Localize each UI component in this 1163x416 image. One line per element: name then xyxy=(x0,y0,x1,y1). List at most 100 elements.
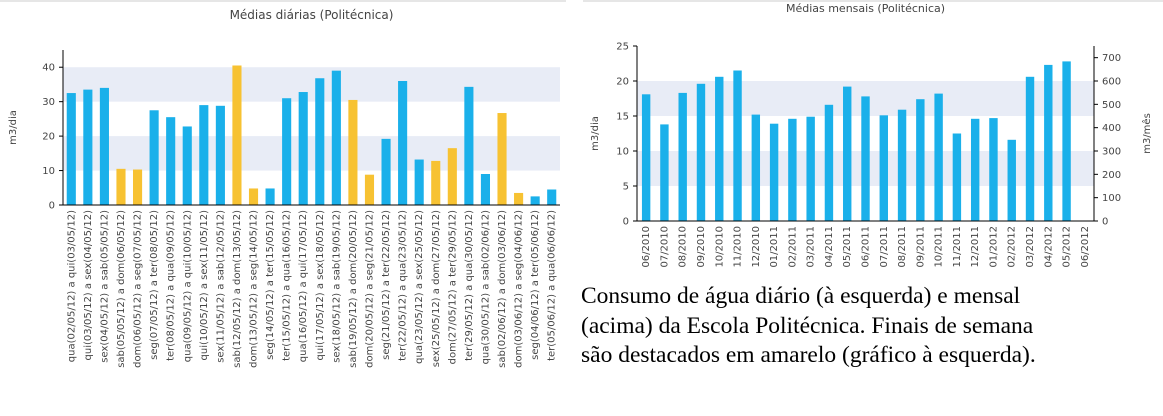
x-tick-label: 04/2011 xyxy=(824,226,835,268)
caption-line-2: (acima) da Escola Politécnica. Finais de… xyxy=(581,312,1034,339)
bar xyxy=(824,104,834,221)
x-tick-label: 03/2012 xyxy=(1025,226,1036,268)
bar xyxy=(265,188,275,205)
x-tick-label: 11/2010 xyxy=(733,226,744,268)
x-tick-label: 05/2011 xyxy=(842,226,853,268)
bar xyxy=(398,81,408,205)
grid-band xyxy=(63,67,560,102)
y-tick-label: 15 xyxy=(616,112,629,123)
bar xyxy=(806,116,815,221)
bar xyxy=(464,86,474,205)
x-tick-label: seg(07/05/12) a ter(08/05/12) xyxy=(149,210,160,360)
x-tick-label: sex(11/05/12) a sab(12/05/12) xyxy=(215,210,226,363)
x-tick-label: 06/2010 xyxy=(641,226,652,268)
x-tick-label: ter(08/05/12) a qua(09/05/12) xyxy=(166,210,177,361)
bar xyxy=(166,117,176,205)
y-tick-label: 25 xyxy=(616,42,629,53)
x-tick-label: sex(25/05/12) a dom(27/05/12) xyxy=(431,210,442,367)
bar xyxy=(952,133,962,221)
x-tick-label: 11/2011 xyxy=(952,226,963,268)
daily-chart: Médias diárias (Politécnica) qua(02/05/12… xyxy=(8,8,560,368)
y-tick-label: 0 xyxy=(49,201,55,212)
x-tick-label: 12/2011 xyxy=(970,226,981,268)
x-tick-label: seg(14/05/12) a ter(15/05/12) xyxy=(265,210,276,360)
x-tick-label: dom(06/05/12) a seg(07/05/12) xyxy=(133,210,144,368)
daily-chart-panel: Médias diárias (Politécnica) qua(02/05/12… xyxy=(0,0,570,412)
y-right-axis-label: m3/mês xyxy=(1141,113,1153,154)
x-tick-label: 06/2012 xyxy=(1080,226,1091,268)
top-rule-right xyxy=(583,0,1163,2)
bar xyxy=(99,87,109,205)
x-tick-label: dom(03/06/12) a seg(04/06/12) xyxy=(514,210,525,368)
x-tick-label: qua(23/05/12) a sex(25/05/12) xyxy=(414,210,425,364)
bar xyxy=(497,113,507,205)
bar xyxy=(215,105,225,205)
x-tick-label: qua(30/05/12) a sab(02/06/12) xyxy=(480,210,491,365)
bar xyxy=(769,123,779,221)
bar xyxy=(514,192,524,205)
x-tick-label: sab(02/06/12) a dom(03/06/12) xyxy=(497,210,508,368)
bar xyxy=(897,109,907,221)
y-right-tick-label: 600 xyxy=(1102,77,1121,88)
bar xyxy=(132,169,143,205)
x-tick-label: dom(27/05/12) a ter(29/05/12) xyxy=(447,210,458,364)
bar xyxy=(1025,76,1035,221)
bar xyxy=(751,114,761,221)
y-right-tick-label: 200 xyxy=(1102,170,1121,181)
x-tick-label: 09/2010 xyxy=(696,226,707,268)
caption-line-3: são destacados em amarelo (gráfico à esq… xyxy=(581,342,1036,368)
bar xyxy=(248,188,259,205)
bar xyxy=(199,105,209,205)
top-rule-left xyxy=(0,0,566,2)
x-tick-label: sex(18/05/12) a sab(19/05/12) xyxy=(331,210,342,363)
x-tick-label: sex(04/05/12) a sab(05/05/12) xyxy=(99,210,110,363)
x-tick-label: 09/2011 xyxy=(915,226,926,268)
bar xyxy=(660,124,669,221)
bar xyxy=(331,70,341,206)
x-tick-label: sab(12/05/12) a dom(13/05/12) xyxy=(232,210,243,368)
chart-title: Médias diárias (Politécnica) xyxy=(230,8,394,22)
y-right-tick-label: 500 xyxy=(1102,100,1121,111)
bar xyxy=(480,174,491,205)
x-tick-label: seg(21/05/12) a ter(22/05/12) xyxy=(381,210,392,360)
chart-title: Médias mensais (Politécnica) xyxy=(786,2,945,15)
bar xyxy=(1007,139,1016,221)
bar xyxy=(447,148,457,205)
x-tick-label: 08/2011 xyxy=(897,226,908,268)
bar xyxy=(678,92,687,222)
bar xyxy=(364,174,375,205)
bar xyxy=(530,196,540,205)
bar xyxy=(1044,64,1053,222)
bar xyxy=(788,118,797,221)
y-axis-label: m3/dia xyxy=(590,116,601,151)
x-tick-label: 08/2010 xyxy=(678,226,689,268)
x-tick-label: 12/2010 xyxy=(751,226,762,268)
x-tick-label: ter(29/05/12) a qua(30/05/12) xyxy=(464,210,475,361)
bar xyxy=(348,99,358,205)
x-tick-label: 02/2012 xyxy=(1007,226,1018,268)
bar xyxy=(182,126,192,205)
x-tick-label: ter(05/06/12) a qua(06/06/12) xyxy=(547,210,558,361)
bar xyxy=(970,118,980,221)
bar xyxy=(232,65,242,205)
x-tick-label: qui(10/05/12) a sex(11/05/12) xyxy=(199,210,210,361)
x-tick-label: qui(03/05/12) a sex(04/05/12) xyxy=(83,210,94,361)
x-tick-label: 02/2011 xyxy=(787,226,798,268)
x-tick-label: 01/2012 xyxy=(988,226,999,268)
x-tick-label: qui(17/05/12) a sex(18/05/12) xyxy=(315,210,326,361)
bar xyxy=(414,159,424,205)
x-tick-label: 10/2011 xyxy=(934,226,945,268)
y-tick-label: 40 xyxy=(42,63,55,74)
grid-band xyxy=(63,136,560,171)
x-tick-label: sab(19/05/12) a dom(20/05/12) xyxy=(348,210,359,368)
x-tick-label: 06/2011 xyxy=(861,226,872,268)
x-tick-label: 01/2011 xyxy=(769,226,780,268)
bar xyxy=(66,93,76,205)
x-tick-label: 07/2011 xyxy=(879,226,890,268)
y-right-tick-label: 400 xyxy=(1102,123,1121,134)
bar xyxy=(149,110,159,205)
bar xyxy=(934,93,943,221)
y-right-tick-label: 300 xyxy=(1102,147,1121,158)
x-tick-label: 04/2012 xyxy=(1043,226,1054,268)
x-tick-label: qua(02/05/12) a qui(03/05/12) xyxy=(66,210,77,362)
